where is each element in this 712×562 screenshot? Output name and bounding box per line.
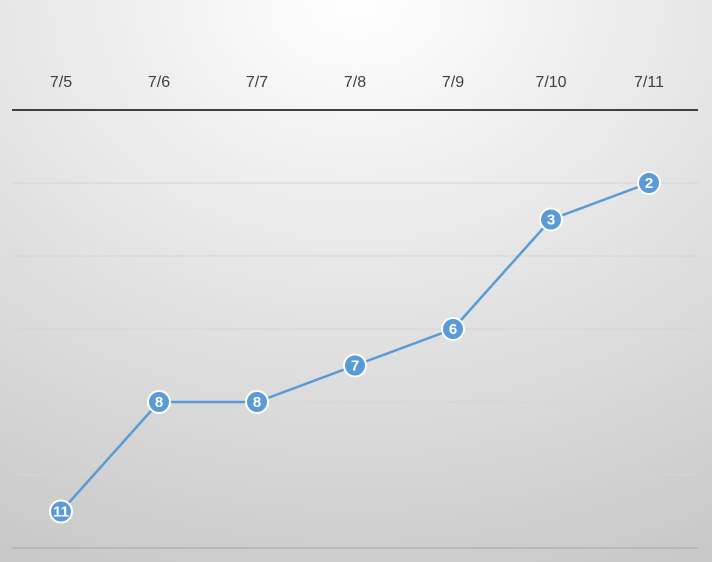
x-tick-label: 7/5 <box>50 74 72 91</box>
data-label: 8 <box>253 394 261 411</box>
x-tick-label: 7/11 <box>634 74 664 91</box>
data-point <box>539 207 563 232</box>
x-tick-label: 7/10 <box>535 74 566 91</box>
data-point <box>441 317 465 341</box>
data-label: 11 <box>53 503 69 520</box>
data-label: 7 <box>351 357 359 374</box>
x-tick-label: 7/6 <box>148 74 170 91</box>
data-point <box>343 353 367 378</box>
data-label: 2 <box>645 175 653 192</box>
data-point <box>245 390 269 414</box>
x-tick-label: 7/7 <box>246 74 268 91</box>
data-point <box>147 390 171 414</box>
data-point <box>637 171 661 195</box>
data-label: 8 <box>155 394 163 411</box>
data-label: 6 <box>449 321 457 338</box>
data-point <box>49 499 73 524</box>
data-label: 3 <box>547 211 555 228</box>
x-tick-label: 7/8 <box>344 74 366 91</box>
x-tick-label: 7/9 <box>442 74 464 91</box>
